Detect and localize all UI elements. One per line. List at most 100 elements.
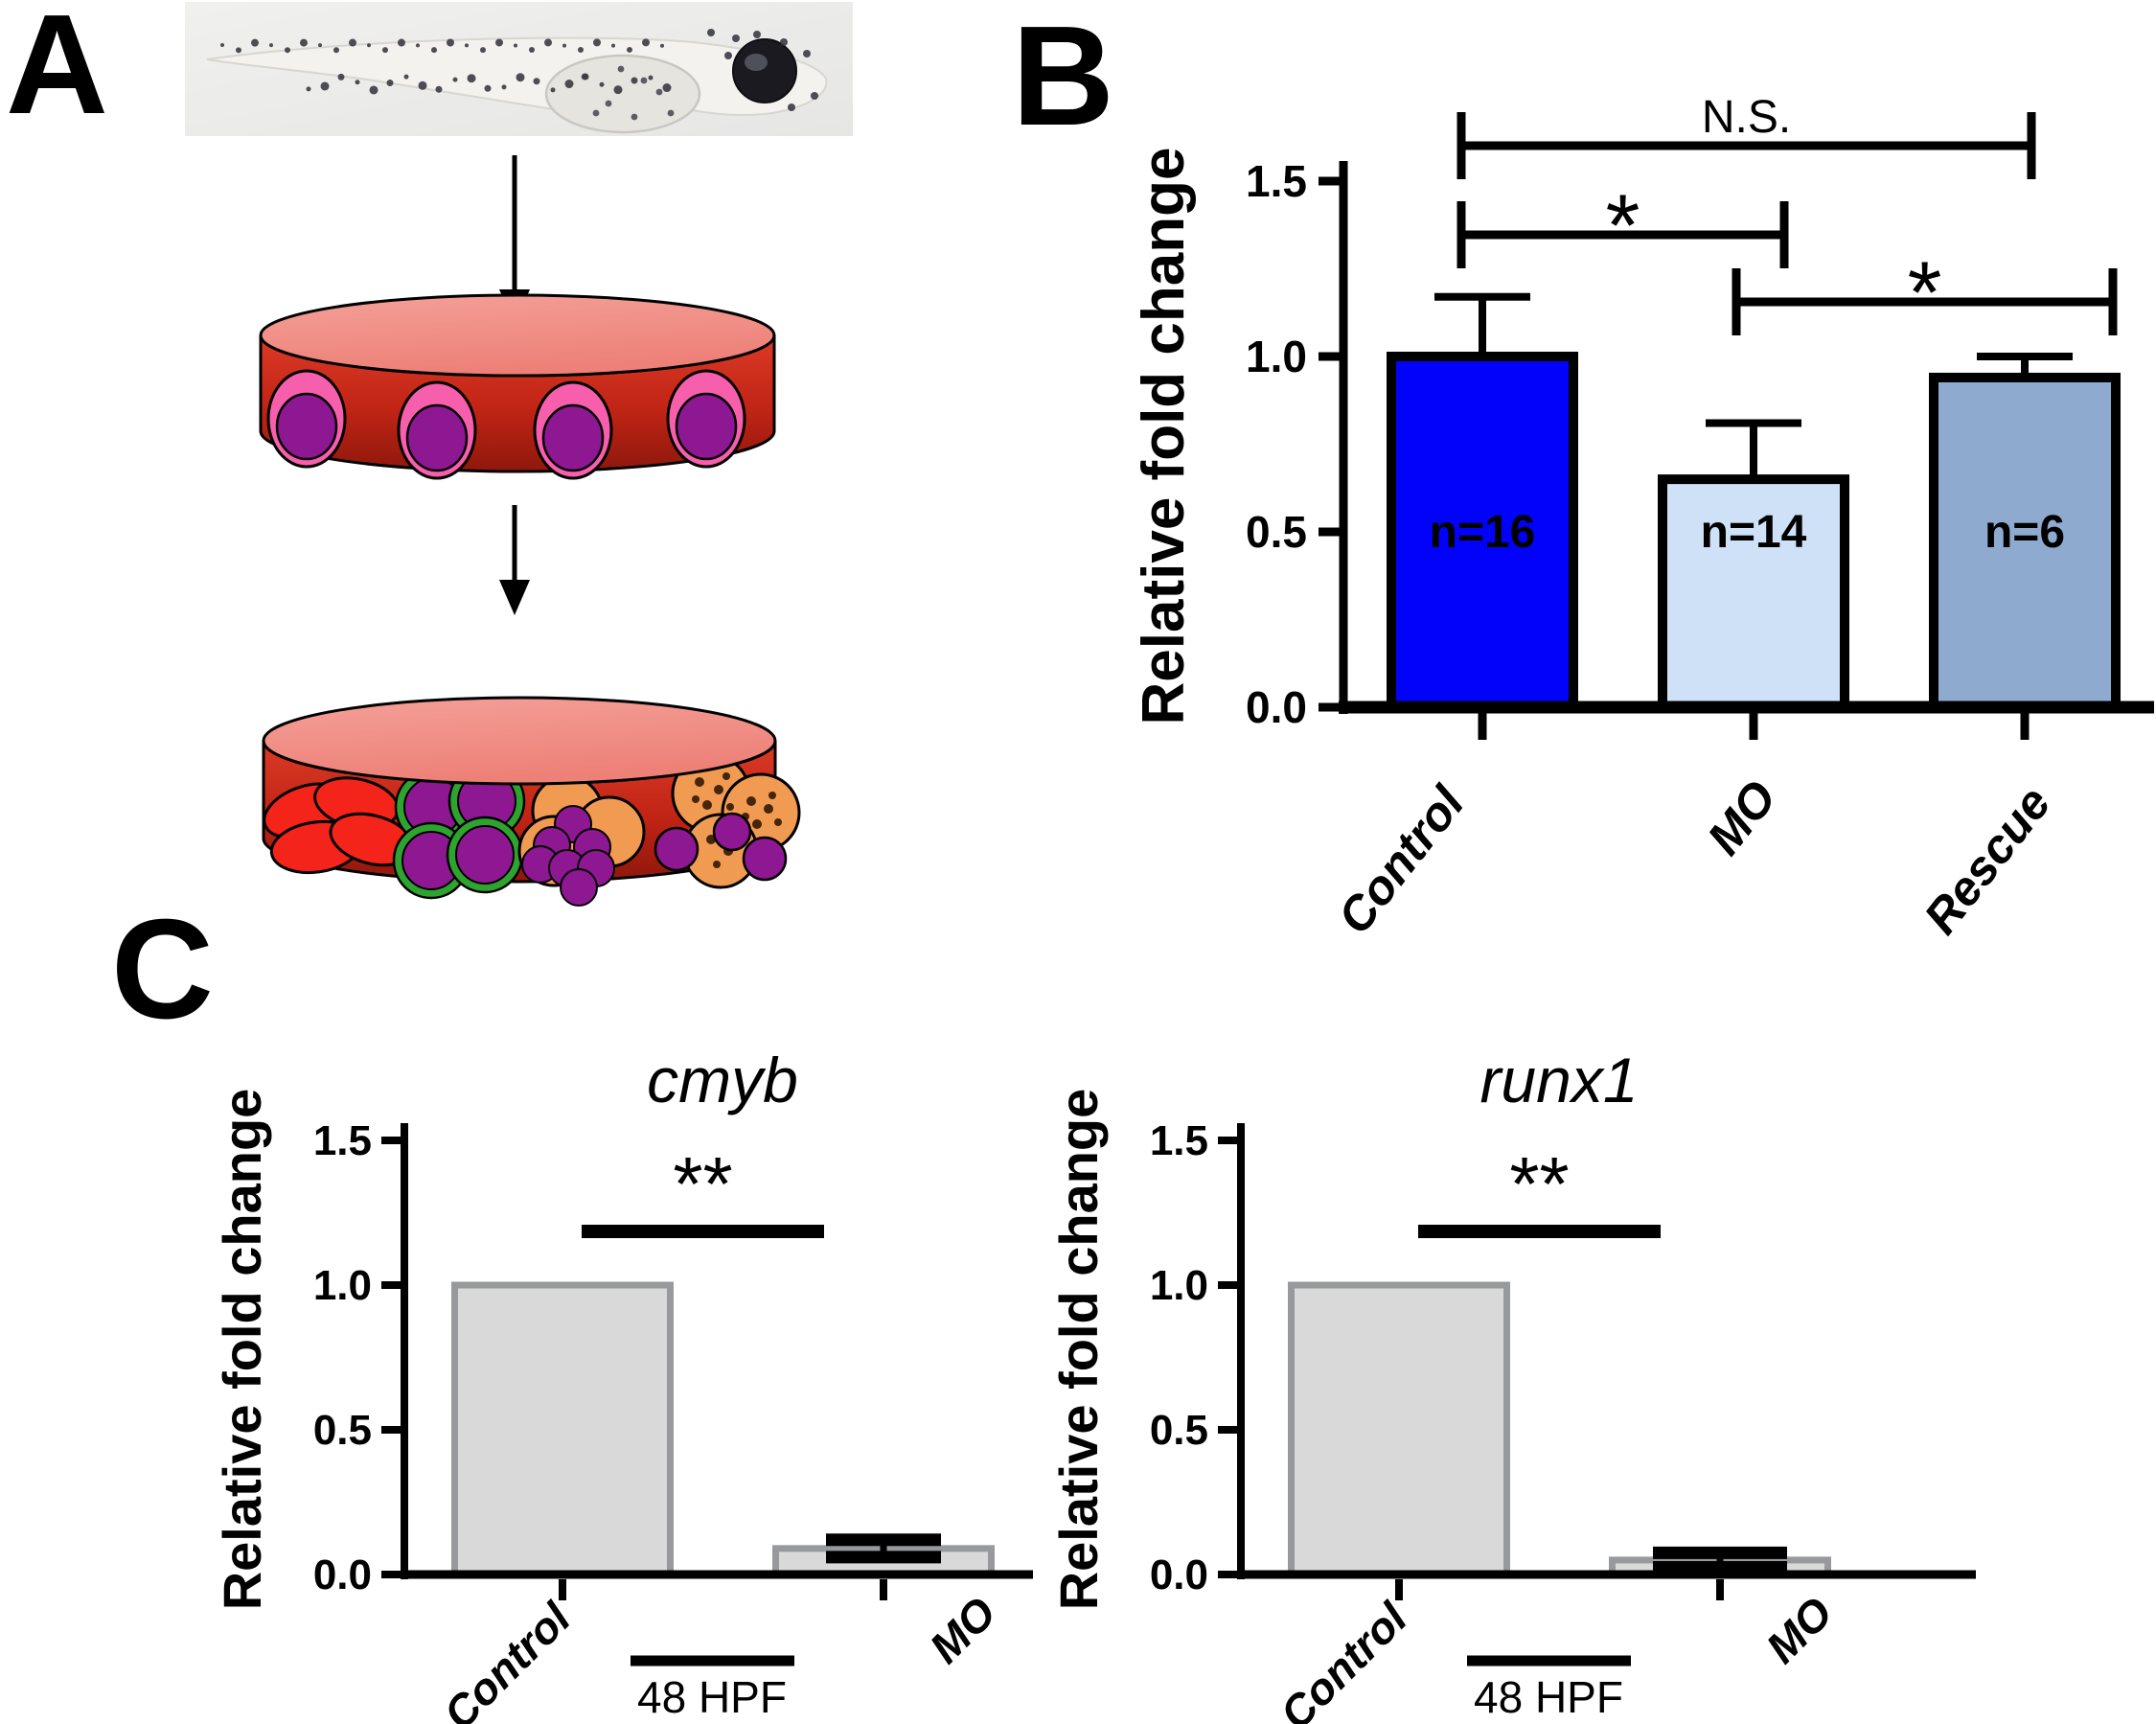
speckle bbox=[724, 52, 732, 59]
speckle bbox=[581, 73, 588, 80]
speckle bbox=[355, 80, 360, 85]
speckle bbox=[640, 77, 648, 84]
n-label-MO: n=14 bbox=[1701, 507, 1807, 558]
speckle bbox=[386, 79, 394, 86]
y-tick-label: 0.0 bbox=[313, 1552, 372, 1598]
speckle bbox=[349, 38, 356, 47]
x-label-Control: Control bbox=[1271, 1592, 1417, 1724]
bar-Control bbox=[451, 1281, 674, 1578]
x-label-MO: MO bbox=[1697, 770, 1787, 864]
progenitor-cell-icon bbox=[666, 369, 746, 469]
panel-a: A bbox=[6, 0, 853, 907]
speckle bbox=[631, 113, 638, 121]
speckle bbox=[655, 88, 663, 96]
progenitor-cells-dish-icon bbox=[259, 293, 776, 480]
y-tick-label: 0.5 bbox=[313, 1407, 372, 1454]
speckle bbox=[617, 65, 625, 73]
speckle bbox=[660, 43, 664, 48]
panel-c: C cmyb Relative fold change 0.0 0.5 1.0 1.5… bbox=[111, 890, 1976, 1724]
speckle bbox=[398, 38, 405, 47]
differentiated-blood-cells-dish-icon bbox=[262, 696, 801, 907]
zebrafish-pigment-speckles bbox=[220, 29, 818, 121]
speckle bbox=[467, 74, 476, 83]
speckle bbox=[642, 38, 650, 47]
speckle bbox=[631, 77, 638, 84]
speckle bbox=[811, 92, 818, 100]
x-label-Control: Control bbox=[1327, 775, 1475, 943]
speckle bbox=[269, 43, 273, 48]
speckle bbox=[613, 85, 623, 95]
speckle bbox=[318, 43, 322, 48]
speckle bbox=[662, 83, 672, 93]
y-tick-label: 0.0 bbox=[1150, 1552, 1208, 1598]
speckle bbox=[611, 43, 615, 48]
zebrafish-eye-icon bbox=[732, 38, 797, 103]
speckle bbox=[544, 38, 552, 47]
speckle bbox=[369, 85, 378, 95]
speckle bbox=[495, 38, 503, 47]
speckle bbox=[220, 43, 224, 47]
sig-label: ** bbox=[673, 1141, 732, 1227]
panel-b-chart: n=16 n=14 n=6 0.0 0.5 1.0 1.5 Control MO Rescue N.… bbox=[1246, 92, 2154, 944]
sig-label: ** bbox=[1509, 1141, 1569, 1227]
purple-cell bbox=[654, 826, 700, 872]
speckle bbox=[627, 46, 632, 53]
panel-c-label: C bbox=[111, 890, 214, 1048]
bar-Control bbox=[1288, 1281, 1510, 1578]
speckle bbox=[382, 47, 388, 54]
speckle bbox=[320, 81, 330, 91]
speckle bbox=[435, 85, 443, 93]
granule-speckles bbox=[692, 772, 782, 868]
speckle bbox=[578, 46, 584, 53]
y-tick-label: 1.5 bbox=[313, 1117, 372, 1164]
panel-b-y-axis-label: Relative fold change bbox=[1131, 148, 1197, 725]
speckle bbox=[707, 29, 715, 36]
speckle bbox=[516, 73, 525, 82]
speckle bbox=[251, 38, 259, 47]
zebrafish-eye-highlight bbox=[745, 54, 768, 71]
speckle bbox=[484, 84, 492, 92]
lymphoid-cell-cluster-icon bbox=[392, 762, 526, 900]
speckle bbox=[592, 109, 600, 117]
speckle bbox=[333, 47, 339, 54]
y-tick-label: 0.0 bbox=[1246, 682, 1307, 732]
hpf-label: 48 HPF bbox=[637, 1672, 787, 1722]
n-label-Control: n=16 bbox=[1430, 507, 1536, 558]
speckle bbox=[447, 38, 454, 47]
panel-b: B Relative fold change n=16 n=14 n=6 0.0 0.5… bbox=[1012, 0, 2154, 944]
speckle bbox=[418, 80, 427, 90]
down-arrow-icon bbox=[499, 505, 530, 615]
y-tick-label: 1.5 bbox=[1150, 1117, 1208, 1164]
speckle bbox=[562, 43, 566, 48]
speckle bbox=[416, 43, 420, 48]
zebrafish-larva-photo-icon bbox=[185, 2, 853, 136]
speckle bbox=[480, 47, 486, 54]
speckle bbox=[529, 47, 535, 54]
speckle bbox=[803, 50, 811, 57]
panel-a-label: A bbox=[6, 0, 108, 144]
purple-cell bbox=[712, 812, 752, 852]
speckle bbox=[648, 75, 654, 80]
runx1-chart: 0.0 0.5 1.0 1.5 Control MO ** bbox=[1150, 1117, 1976, 1724]
speckle bbox=[285, 47, 290, 54]
speckle bbox=[599, 81, 605, 87]
bar-Rescue bbox=[1929, 372, 2121, 712]
cmyb-y-axis-label: Relative fold change bbox=[212, 1089, 272, 1611]
n-label-Rescue: n=6 bbox=[1984, 507, 2065, 558]
speckle bbox=[593, 38, 601, 47]
speckle bbox=[788, 103, 795, 111]
speckle bbox=[236, 47, 241, 54]
dish-top bbox=[259, 293, 776, 378]
hpf-label: 48 HPF bbox=[1474, 1672, 1623, 1722]
cmyb-title: cmyb bbox=[647, 1045, 798, 1115]
x-label-MO: MO bbox=[920, 1587, 1005, 1672]
speckle bbox=[780, 38, 788, 46]
y-tick-label: 0.5 bbox=[1150, 1407, 1208, 1454]
y-tick-label: 1.5 bbox=[1246, 156, 1307, 206]
x-label-Control: Control bbox=[434, 1592, 581, 1724]
sig-label: * bbox=[1908, 244, 1942, 342]
sig-label: * bbox=[1606, 177, 1640, 275]
speckle bbox=[514, 43, 517, 48]
speckle bbox=[533, 78, 540, 85]
